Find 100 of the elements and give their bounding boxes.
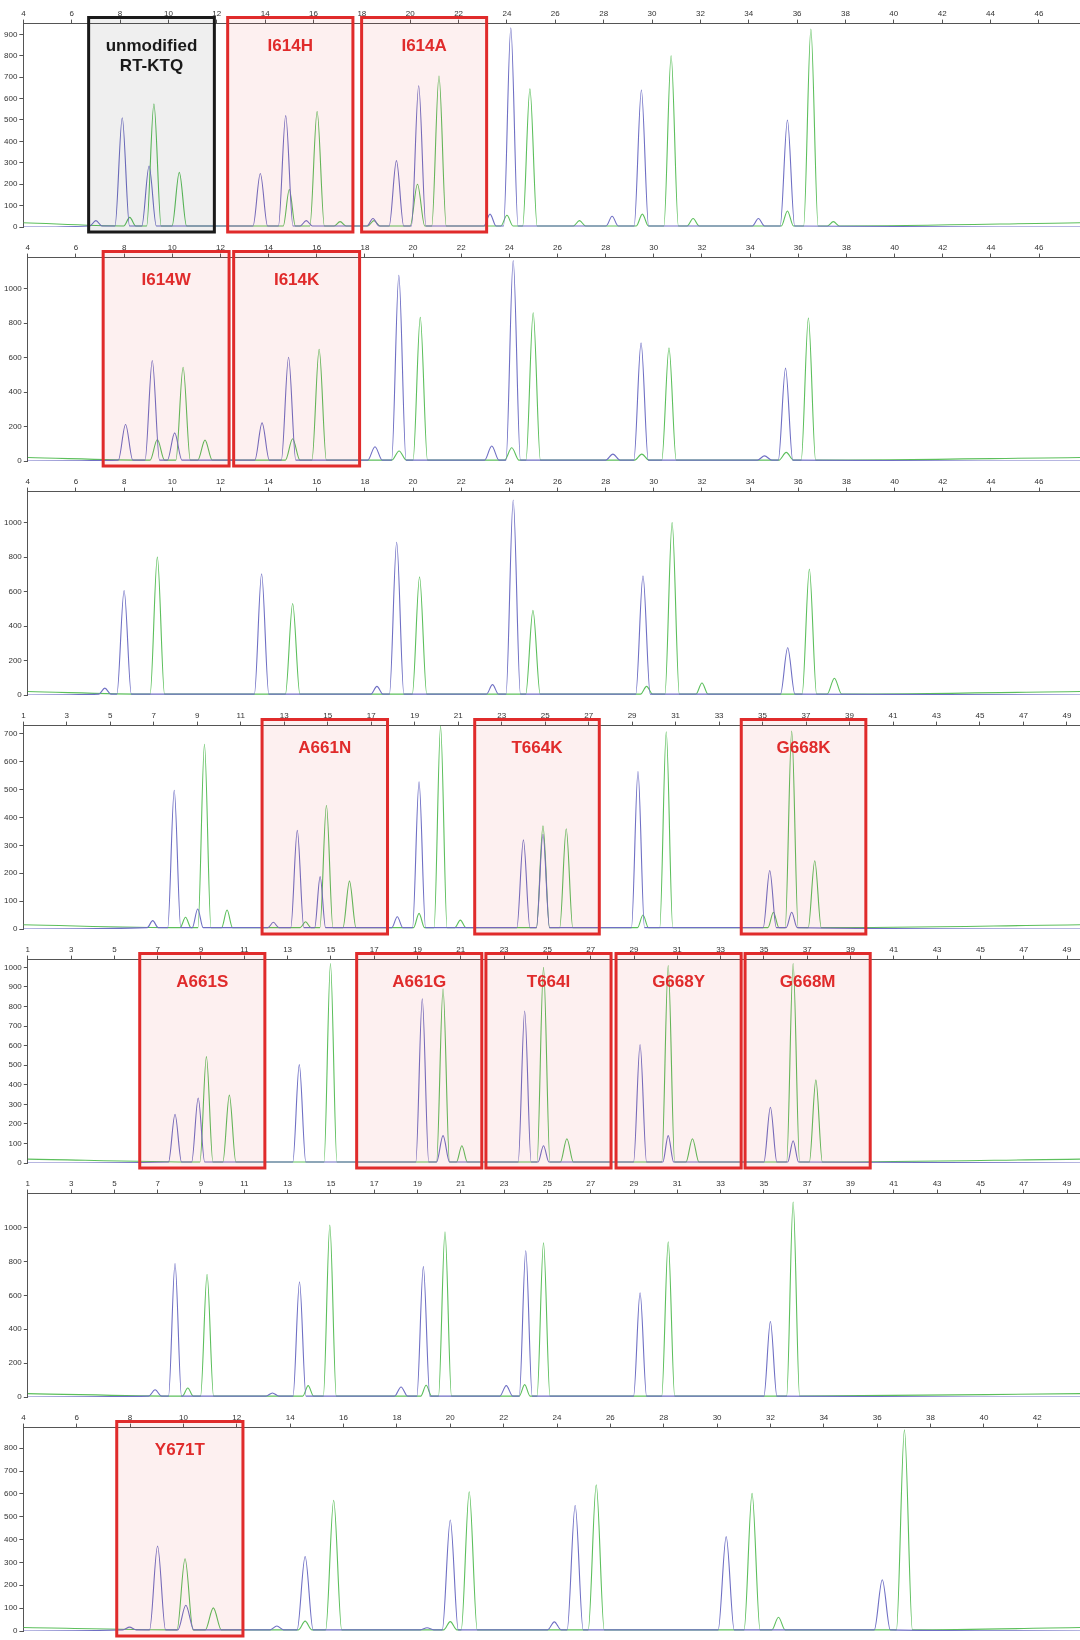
x-tick-label: 33 <box>714 711 725 720</box>
x-tick-label: 30 <box>647 9 658 18</box>
y-tick-label: 800 <box>8 1001 23 1011</box>
x-tick-label: 35 <box>758 711 768 720</box>
x-tick-label: 39 <box>845 711 855 720</box>
x-tick-label: 17 <box>369 1179 380 1188</box>
x-tick-label: 16 <box>312 477 322 486</box>
x-tick-label: 12 <box>215 243 226 252</box>
x-tick-label: 41 <box>889 1179 899 1188</box>
band-label: I614K <box>273 269 321 289</box>
x-tick-label: 7 <box>151 711 157 720</box>
x-tick-label: 18 <box>392 1413 402 1422</box>
x-tick-label: 27 <box>584 711 594 720</box>
band-label: G668Y <box>652 971 706 991</box>
x-tick-label: 38 <box>926 1413 936 1422</box>
y-tick-label: 300 <box>3 157 18 167</box>
y-tick-label: 1000 <box>4 517 23 527</box>
x-tick-label: 49 <box>1062 945 1073 954</box>
x-tick-label: 40 <box>889 9 899 18</box>
x-tick-label: 18 <box>357 9 367 18</box>
y-tick-label: 100 <box>3 1603 18 1613</box>
x-tick-label: 21 <box>456 1179 466 1188</box>
x-tick-label: 4 <box>21 9 27 18</box>
x-tick-label: 37 <box>801 711 812 720</box>
x-tick-label: 29 <box>629 1179 639 1188</box>
x-tick-label: 42 <box>938 477 948 486</box>
x-tick-label: 27 <box>586 945 596 954</box>
x-tick-label: 20 <box>405 9 416 18</box>
x-tick-label: 12 <box>215 477 226 486</box>
x-tick-label: 24 <box>504 243 515 252</box>
y-tick-label: 0 <box>17 1158 23 1168</box>
x-tick-label: 24 <box>552 1413 563 1422</box>
x-tick-label: 19 <box>410 711 420 720</box>
band-label: I614W <box>141 269 192 289</box>
y-tick-label: 500 <box>3 1511 18 1521</box>
y-tick-label: 1000 <box>4 283 23 293</box>
y-tick-label: 600 <box>8 352 23 362</box>
x-tick-label: 29 <box>627 711 638 720</box>
y-tick-label: 600 <box>3 757 18 767</box>
x-tick-label: 22 <box>456 243 467 252</box>
band-label: G668M <box>779 971 836 991</box>
y-tick-label: 200 <box>8 655 23 665</box>
x-tick-label: 40 <box>890 243 900 252</box>
y-tick-label: 200 <box>8 1358 23 1368</box>
x-tick-label: 16 <box>339 1413 349 1422</box>
x-tick-label: 39 <box>846 1179 856 1188</box>
x-tick-label: 36 <box>793 477 804 486</box>
x-tick-label: 14 <box>260 9 271 18</box>
x-tick-label: 13 <box>279 711 290 720</box>
y-tick-label: 800 <box>3 1443 18 1453</box>
y-tick-label: 700 <box>8 1021 23 1031</box>
band-label: A661G <box>392 971 447 991</box>
y-tick-label: 100 <box>3 896 18 906</box>
x-tick-label: 25 <box>542 1179 553 1188</box>
x-tick-label: 6 <box>73 243 79 252</box>
y-tick-label: 500 <box>3 115 18 125</box>
x-tick-label: 12 <box>212 9 222 18</box>
x-tick-label: 30 <box>712 1413 723 1422</box>
x-tick-label: 34 <box>745 243 756 252</box>
x-tick-label: 43 <box>932 711 942 720</box>
x-tick-label: 30 <box>649 477 659 486</box>
x-tick-label: 10 <box>163 9 174 18</box>
x-tick-label: 9 <box>195 711 201 720</box>
x-tick-label: 25 <box>542 945 553 954</box>
x-tick-label: 11 <box>236 711 246 720</box>
y-tick-label: 700 <box>3 1466 18 1476</box>
band-label: G668K <box>776 737 832 757</box>
x-tick-label: 1 <box>25 1179 31 1188</box>
y-tick-label: 0 <box>12 1626 18 1636</box>
x-tick-label: 32 <box>697 243 707 252</box>
x-tick-label: 14 <box>264 243 274 252</box>
x-tick-label: 19 <box>413 945 423 954</box>
x-tick-label: 42 <box>937 9 948 18</box>
x-tick-label: 26 <box>553 477 563 486</box>
y-tick-label: 800 <box>8 1256 23 1266</box>
x-tick-label: 36 <box>793 243 804 252</box>
x-tick-label: 18 <box>360 477 370 486</box>
x-tick-label: 45 <box>975 711 985 720</box>
y-tick-label: 1000 <box>4 962 23 972</box>
y-tick-label: 400 <box>3 812 18 822</box>
y-tick-label: 300 <box>8 1099 23 1109</box>
x-tick-label: 3 <box>68 1179 74 1188</box>
x-tick-label: 24 <box>504 477 515 486</box>
y-tick-label: 0 <box>12 924 18 934</box>
x-tick-label: 6 <box>74 1413 80 1422</box>
x-tick-label: 35 <box>759 945 769 954</box>
x-tick-label: 49 <box>1062 1179 1073 1188</box>
y-tick-label: 0 <box>17 1392 23 1402</box>
y-tick-label: 300 <box>3 1557 18 1567</box>
y-tick-label: 800 <box>8 552 23 562</box>
band-label: T664K <box>511 737 564 757</box>
y-tick-label: 400 <box>8 621 23 631</box>
x-tick-label: 44 <box>986 243 996 252</box>
x-tick-label: 10 <box>167 243 178 252</box>
x-tick-label: 21 <box>453 711 464 720</box>
x-tick-label: 37 <box>802 1179 813 1188</box>
x-tick-label: 38 <box>841 9 851 18</box>
x-tick-label: 31 <box>672 1179 683 1188</box>
y-tick-label: 400 <box>8 1324 23 1334</box>
x-tick-label: 5 <box>112 945 118 954</box>
